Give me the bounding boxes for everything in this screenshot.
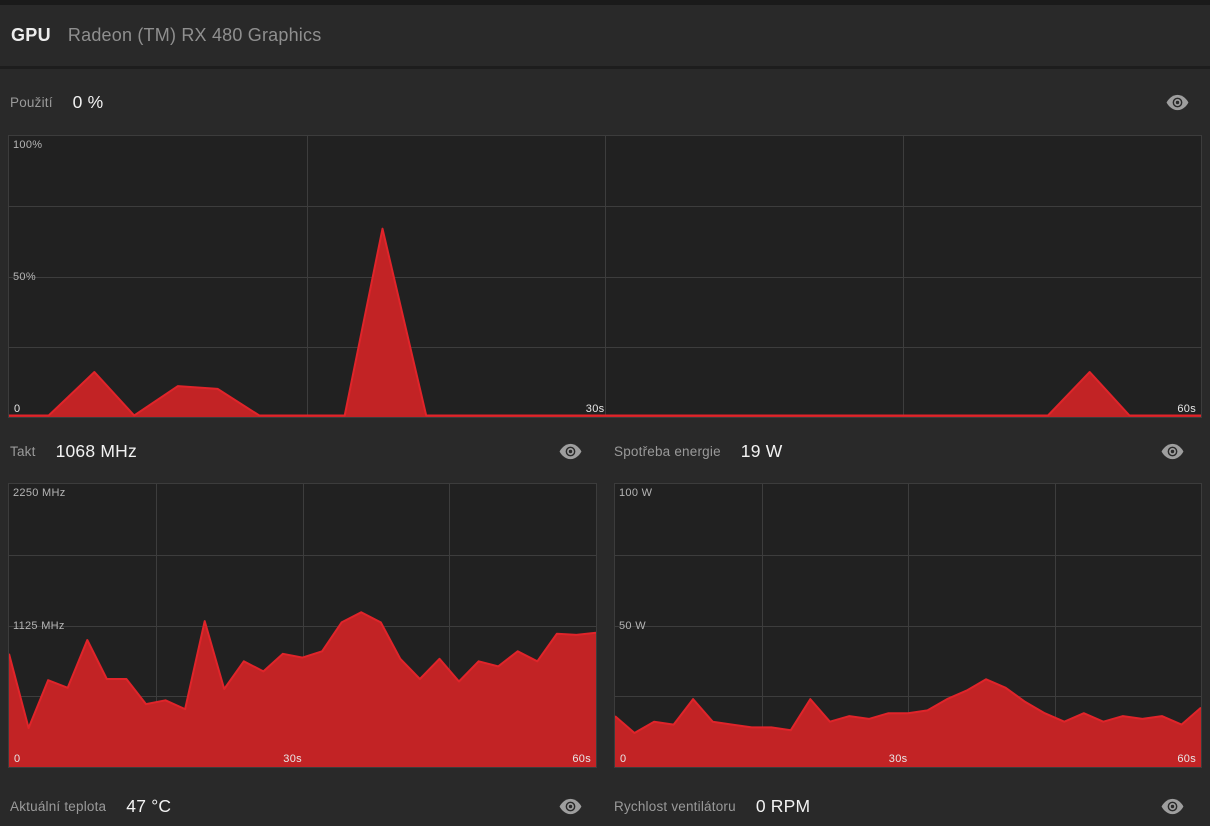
fan-value: 0 RPM xyxy=(755,795,811,816)
power-metric-row: Spotřeba energie 19 W xyxy=(614,431,1184,471)
power-y-max-label: 100 W xyxy=(619,487,653,499)
eye-icon xyxy=(559,443,582,459)
eye-icon xyxy=(559,798,582,814)
fan-visibility-toggle[interactable] xyxy=(1161,798,1184,815)
clock-metric-row: Takt 1068 MHz xyxy=(10,431,582,471)
clock-x-60s-label: 60s xyxy=(572,753,591,765)
device-type-label: GPU xyxy=(11,24,51,45)
eye-icon xyxy=(1166,94,1189,110)
power-value: 19 W xyxy=(740,440,783,461)
temperature-value: 47 °C xyxy=(126,795,172,816)
power-y-mid-label: 50 W xyxy=(619,619,646,632)
device-name-label: Radeon (TM) RX 480 Graphics xyxy=(67,24,322,45)
fan-label: Rychlost ventilátoru xyxy=(614,798,736,814)
clock-value: 1068 MHz xyxy=(55,440,137,461)
power-chart: 100 W 50 W 0 30s 60s xyxy=(614,483,1202,768)
usage-visibility-toggle[interactable] xyxy=(1166,94,1189,111)
usage-y-mid-label: 50% xyxy=(13,270,36,283)
eye-icon xyxy=(1161,798,1184,814)
header-divider xyxy=(0,66,1210,69)
clock-chart: 2250 MHz 1125 MHz 0 30s 60s xyxy=(8,483,597,768)
usage-x-30s-label: 30s xyxy=(585,403,605,415)
temperature-visibility-toggle[interactable] xyxy=(559,798,582,815)
temperature-metric-row: Aktuální teplota 47 °C xyxy=(10,786,582,826)
clock-y-max-label: 2250 MHz xyxy=(13,487,66,499)
clock-visibility-toggle[interactable] xyxy=(559,443,582,460)
fan-metric-row: Rychlost ventilátoru 0 RPM xyxy=(614,786,1184,826)
usage-label: Použití xyxy=(10,94,53,110)
temperature-label: Aktuální teplota xyxy=(10,798,107,814)
usage-y-max-label: 100% xyxy=(13,139,43,151)
eye-icon xyxy=(1161,443,1184,459)
usage-value: 0 % xyxy=(72,91,104,112)
clock-x-0-label: 0 xyxy=(14,753,21,765)
usage-x-0-label: 0 xyxy=(14,403,21,415)
power-visibility-toggle[interactable] xyxy=(1161,443,1184,460)
usage-metric-row: Použití 0 % xyxy=(10,82,1189,122)
clock-x-30s-label: 30s xyxy=(283,753,302,765)
clock-label: Takt xyxy=(10,443,36,459)
power-label: Spotřeba energie xyxy=(614,443,721,459)
clock-y-mid-label: 1125 MHz xyxy=(13,619,65,632)
top-strip xyxy=(0,0,1210,5)
power-x-0-label: 0 xyxy=(620,753,627,765)
power-x-30s-label: 30s xyxy=(888,753,908,765)
usage-chart: 100% 50% 0 30s 60s xyxy=(8,135,1202,418)
gpu-header: GPU Radeon (TM) RX 480 Graphics xyxy=(11,6,321,64)
usage-x-60s-label: 60s xyxy=(1177,403,1196,415)
power-x-60s-label: 60s xyxy=(1177,753,1196,765)
